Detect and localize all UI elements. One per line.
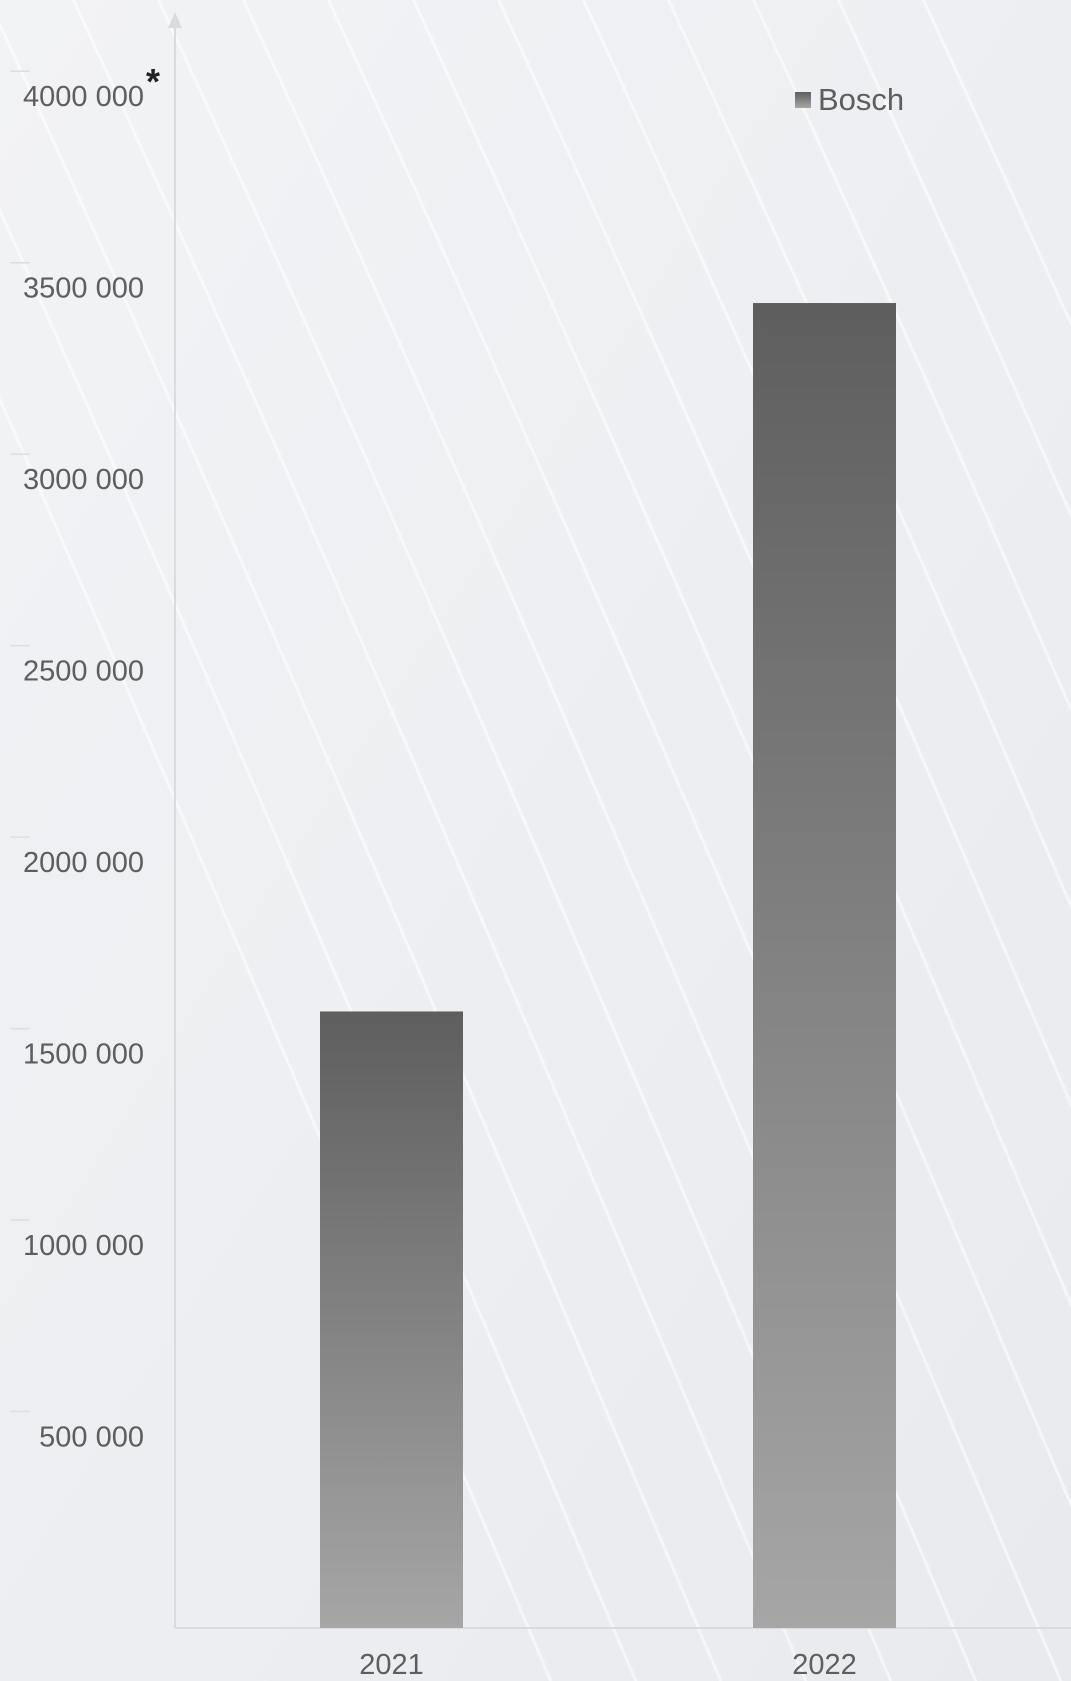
background-wave-line xyxy=(836,0,1071,519)
y-tick-label: 3500 000 xyxy=(23,273,144,305)
background-wave-line xyxy=(581,0,1071,1109)
background-wave-line xyxy=(0,0,750,1681)
y-tick-label: 500 000 xyxy=(39,1422,144,1454)
y-tick-label: 1500 000 xyxy=(23,1039,144,1071)
y-tick-label: 3000 000 xyxy=(23,464,144,496)
background-wave-line xyxy=(666,0,1071,910)
background-wave-line xyxy=(411,0,1071,1509)
legend: Bosch xyxy=(795,82,904,117)
bar-2022 xyxy=(753,303,896,1628)
legend-swatch xyxy=(795,92,811,108)
legend-label: Bosch xyxy=(818,82,904,117)
background-wave-line xyxy=(0,0,665,1681)
background-wave-line xyxy=(921,0,1071,328)
bar-2021 xyxy=(320,1011,463,1628)
y-axis-arrow xyxy=(168,12,182,28)
y-tick-label: 2500 000 xyxy=(23,656,144,688)
x-tick-label: 2022 xyxy=(792,1649,857,1681)
y-tick-label: 4000 000 xyxy=(23,81,144,113)
background-wave-line xyxy=(751,0,1071,714)
y-tick-label: 2000 000 xyxy=(23,847,144,879)
background-wave-line xyxy=(71,0,808,1681)
bars xyxy=(320,303,896,1628)
x-axis-ticks: 2021 2022 xyxy=(359,1649,857,1681)
axis-annotation-asterisk: * xyxy=(146,61,160,102)
y-axis-ticks: 500 000 1000 000 1500 000 2000 000 2500 000 3… xyxy=(10,61,160,1454)
background-wave-line xyxy=(326,0,1063,1681)
y-tick-label: 1000 000 xyxy=(23,1230,144,1262)
x-tick-label: 2021 xyxy=(359,1649,424,1681)
